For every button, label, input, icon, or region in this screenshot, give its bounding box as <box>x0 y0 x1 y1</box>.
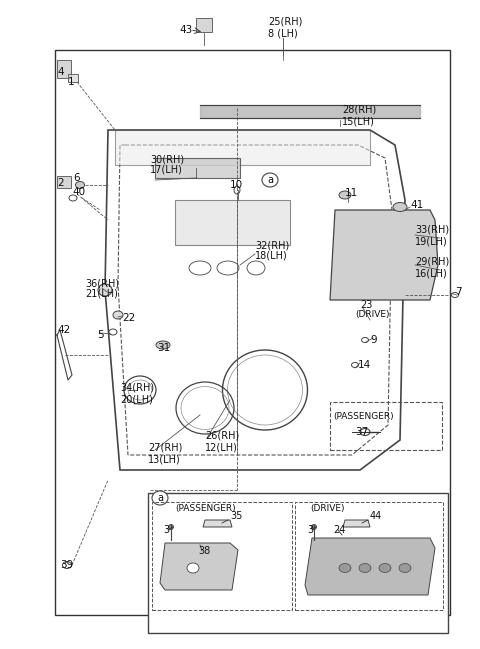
Text: (DRIVE): (DRIVE) <box>310 504 345 513</box>
Ellipse shape <box>361 337 369 343</box>
Ellipse shape <box>452 293 458 297</box>
Bar <box>115 130 370 165</box>
Text: 32(RH): 32(RH) <box>255 240 289 250</box>
Bar <box>55 50 450 615</box>
Text: (PASSENGER): (PASSENGER) <box>175 504 236 513</box>
Text: (PASSENGER): (PASSENGER) <box>333 413 394 421</box>
Ellipse shape <box>351 363 359 367</box>
Text: 26(RH): 26(RH) <box>205 431 239 441</box>
Bar <box>57 60 71 78</box>
Text: 8 (LH): 8 (LH) <box>268 28 298 38</box>
Text: 22: 22 <box>122 313 135 323</box>
Text: 33(RH): 33(RH) <box>415 225 449 235</box>
Ellipse shape <box>109 329 117 335</box>
Text: 34(RH): 34(RH) <box>120 383 154 393</box>
Ellipse shape <box>152 491 168 505</box>
Bar <box>155 158 240 178</box>
Ellipse shape <box>69 195 77 201</box>
Ellipse shape <box>339 191 351 199</box>
Polygon shape <box>160 543 238 590</box>
Text: 4: 4 <box>57 67 64 77</box>
Text: 28(RH): 28(RH) <box>342 105 376 115</box>
Text: 9: 9 <box>370 335 377 345</box>
Text: 12(LH): 12(LH) <box>205 442 238 452</box>
Bar <box>152 502 292 610</box>
Ellipse shape <box>379 563 391 572</box>
Text: 41: 41 <box>410 200 423 210</box>
Bar <box>57 176 71 188</box>
Text: 10: 10 <box>230 180 243 190</box>
Text: 3: 3 <box>307 525 313 535</box>
Text: 15(LH): 15(LH) <box>342 116 375 126</box>
Text: 6: 6 <box>73 173 80 183</box>
Bar <box>175 200 290 245</box>
Text: 30(RH): 30(RH) <box>150 155 184 165</box>
Text: 11: 11 <box>345 188 358 198</box>
Text: 14: 14 <box>358 360 371 370</box>
Ellipse shape <box>156 341 170 349</box>
Ellipse shape <box>113 311 123 319</box>
Text: 36(RH): 36(RH) <box>85 278 119 288</box>
Text: 24: 24 <box>333 525 346 535</box>
Polygon shape <box>330 210 438 300</box>
Text: 25(RH): 25(RH) <box>268 17 302 27</box>
Ellipse shape <box>168 524 173 530</box>
Text: 35: 35 <box>230 511 242 521</box>
Text: 1: 1 <box>68 77 74 87</box>
Bar <box>68 74 78 82</box>
Polygon shape <box>203 520 232 527</box>
Text: 17(LH): 17(LH) <box>150 165 183 175</box>
Bar <box>330 402 442 450</box>
Text: 39: 39 <box>60 560 73 570</box>
Ellipse shape <box>262 173 278 187</box>
Text: a: a <box>267 175 273 185</box>
Text: 7: 7 <box>455 287 462 297</box>
Text: 42: 42 <box>57 325 70 335</box>
Polygon shape <box>305 538 435 595</box>
Ellipse shape <box>312 524 316 530</box>
Text: 37: 37 <box>355 427 368 437</box>
Bar <box>196 18 212 32</box>
Text: 44: 44 <box>370 511 382 521</box>
Ellipse shape <box>98 284 112 296</box>
Ellipse shape <box>234 186 240 194</box>
Ellipse shape <box>62 561 72 569</box>
Text: 29(RH): 29(RH) <box>415 257 449 267</box>
Ellipse shape <box>187 563 199 573</box>
Ellipse shape <box>359 563 371 572</box>
Text: 31: 31 <box>157 343 170 353</box>
Text: 3: 3 <box>163 525 169 535</box>
Text: 38: 38 <box>198 546 210 556</box>
Bar <box>148 493 448 633</box>
Text: 43: 43 <box>180 25 192 35</box>
Text: 40: 40 <box>72 187 85 197</box>
Text: 19(LH): 19(LH) <box>415 236 448 246</box>
Text: 23: 23 <box>360 300 372 310</box>
Text: 13(LH): 13(LH) <box>148 454 181 464</box>
Ellipse shape <box>393 202 407 212</box>
Text: 21(LH): 21(LH) <box>85 289 118 299</box>
Text: 20(LH): 20(LH) <box>120 394 153 404</box>
Text: 2: 2 <box>57 178 64 188</box>
Text: 5: 5 <box>97 330 104 340</box>
Ellipse shape <box>339 563 351 572</box>
Text: a: a <box>157 493 163 503</box>
Bar <box>295 502 443 610</box>
Polygon shape <box>343 520 370 527</box>
Ellipse shape <box>75 182 84 188</box>
Text: (DRIVE): (DRIVE) <box>355 310 389 319</box>
Ellipse shape <box>399 563 411 572</box>
Text: 18(LH): 18(LH) <box>255 251 288 261</box>
Text: 16(LH): 16(LH) <box>415 268 448 278</box>
Text: 27(RH): 27(RH) <box>148 443 182 453</box>
